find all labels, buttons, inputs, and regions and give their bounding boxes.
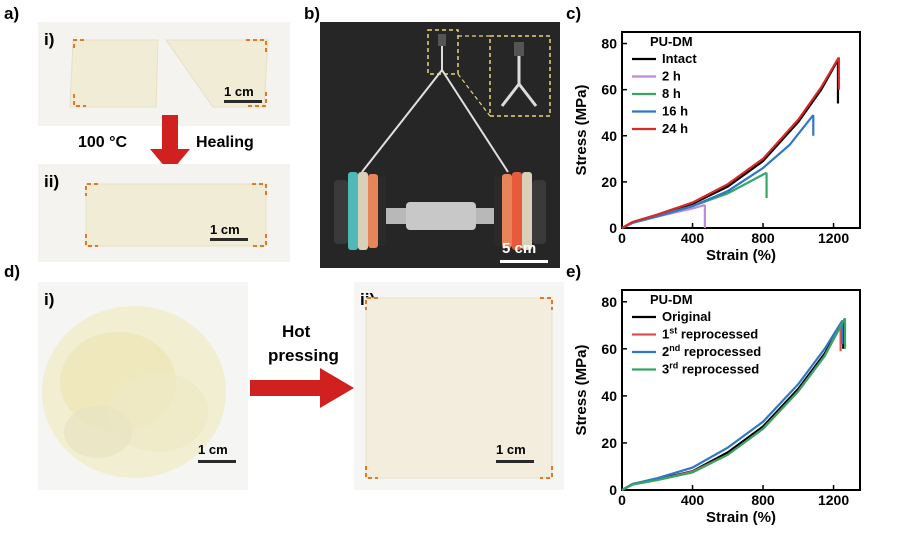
panel-d-pressing: pressing: [268, 346, 339, 365]
chart-e-ytick-label: 20: [601, 435, 617, 451]
panel-b-dumbbell-lift: [334, 29, 551, 250]
panel-d-scale-i-text: 1 cm: [198, 442, 228, 457]
chart-c-ytick-label: 20: [601, 174, 617, 190]
chart-e-ytick-label: 60: [601, 341, 617, 357]
panel-a-photo-i: i) 1 cm: [38, 22, 290, 126]
chart-c-legend-label-0: Intact: [662, 51, 697, 66]
chart-e-legend-name-0: Original: [662, 309, 711, 324]
panel-a-temperature: 100 °C: [78, 134, 128, 151]
chart-c-legend-name-4: 24 h: [662, 121, 688, 136]
panel-a-sub-i: i): [44, 30, 55, 49]
chart-c-ylabel: Stress (MPa): [573, 85, 590, 176]
chart-c-frame: [621, 31, 861, 229]
chart-c-xtick-label: 400: [681, 230, 705, 246]
panel-b-scale-bar: [500, 260, 548, 263]
panel-b-scale-text: 5 cm: [502, 240, 537, 257]
chart-e-xlabel: Strain (%): [706, 509, 776, 526]
chart-e-legend-label-1: 1st reprocessed: [662, 326, 758, 342]
chart-e-ylabel: Stress (MPa): [573, 345, 590, 436]
chart-e-legend-sup-1: st: [669, 326, 677, 336]
chart-e-legend-sup-2: nd: [669, 343, 680, 353]
panel-a-down-arrow: [150, 115, 190, 173]
panel-d-hot: Hot: [282, 322, 311, 341]
chart-e-xtick-label: 400: [681, 492, 705, 508]
panel-a-healing: Healing: [196, 134, 254, 151]
panel-b-photo: 5 cm: [320, 22, 560, 268]
chart-e-ytick-label: 80: [601, 294, 617, 310]
chart-e-ytick-label: 40: [601, 388, 617, 404]
chart-c-series-3-line: [621, 114, 815, 229]
panel-d-scale-i-bar: [198, 460, 236, 463]
panel-c-label: c): [566, 4, 582, 23]
panel-d-sub-i: i): [44, 290, 55, 309]
panel-a-scale-i-bar: [224, 100, 262, 103]
chart-e-legend-rest-2: reprocessed: [680, 344, 761, 359]
chart-c-legend-label-4: 24 h: [662, 121, 688, 136]
chart-e-xtick-label: 0: [618, 492, 626, 508]
chart-c-ytick-label: 0: [609, 220, 617, 236]
chart-c-legend-name-0: Intact: [662, 51, 697, 66]
chart-c-legend-label-3: 16 h: [662, 104, 688, 119]
chart-e-legend-sup-3: rd: [669, 361, 678, 371]
panel-a-scale-i-text: 1 cm: [224, 84, 254, 99]
panel-a-scale-ii-bar: [210, 238, 248, 241]
chart-c-series-4-line: [621, 56, 840, 229]
panel-d-granules: [42, 306, 226, 478]
chart-e-frame: [621, 289, 861, 491]
chart-c-xlabel: Strain (%): [706, 247, 776, 264]
panel-a-sub-ii: ii): [44, 172, 60, 191]
chart-e-legend-label-3: 3rd reprocessed: [662, 361, 759, 377]
chart-e-legend-name-3: 3: [662, 362, 669, 377]
chart-e-legend-title: PU-DM: [650, 292, 693, 307]
chart-e-legend-name-2: 2: [662, 344, 669, 359]
chart-c-legend-name-2: 8 h: [662, 86, 681, 101]
chart-c-legend-name-1: 2 h: [662, 69, 681, 84]
panel-a-films: [69, 39, 269, 108]
panel-e-label: e): [566, 262, 582, 281]
chart-c-xtick-label: 1200: [818, 230, 849, 246]
panel-a-photo-ii: ii) 1 cm: [38, 164, 290, 262]
panel-d-scale-ii-text: 1 cm: [496, 442, 526, 457]
panel-d-photo-i: i) 1 cm: [38, 282, 248, 490]
chart-e-xtick-label: 1200: [818, 492, 849, 508]
panel-d-pressed-film: [365, 297, 553, 479]
chart-e-legend-label-0: Original: [662, 309, 711, 324]
chart-c-legend-label-2: 8 h: [662, 86, 681, 101]
chart-c-legend-title: PU-DM: [650, 34, 693, 49]
chart-c-xtick-label: 0: [618, 230, 626, 246]
chart-c-ytick-label: 40: [601, 128, 617, 144]
panel-d-label: d): [4, 262, 21, 281]
chart-e-xtick-label: 800: [751, 492, 775, 508]
panel-d-scale-ii-bar: [496, 460, 534, 463]
chart-e-legend-name-1: 1: [662, 327, 669, 342]
chart-c-legend-label-1: 2 h: [662, 69, 681, 84]
chart-e-ytick-label: 0: [609, 482, 617, 498]
panel-a-healed-film: [85, 183, 267, 247]
chart-c-ytick-label: 60: [601, 82, 617, 98]
panel-d-right-arrow: [250, 368, 354, 408]
panel-d-photo-ii: ii) 1 cm: [354, 282, 564, 490]
chart-c-xtick-label: 800: [751, 230, 775, 246]
chart-c-series-0-line: [621, 59, 839, 229]
chart-c-ytick-label: 80: [601, 36, 617, 52]
chart-e-legend-label-2: 2nd reprocessed: [662, 343, 761, 359]
chart-c-legend-name-3: 16 h: [662, 104, 688, 119]
panel-a-scale-ii-text: 1 cm: [210, 222, 240, 237]
chart-e-legend-rest-3: reprocessed: [678, 362, 759, 377]
chart-e-series-3-line: [621, 317, 846, 491]
panel-a-label: a): [4, 4, 20, 23]
panel-b-label: b): [304, 4, 321, 23]
chart-e-legend-rest-1: reprocessed: [677, 327, 758, 342]
